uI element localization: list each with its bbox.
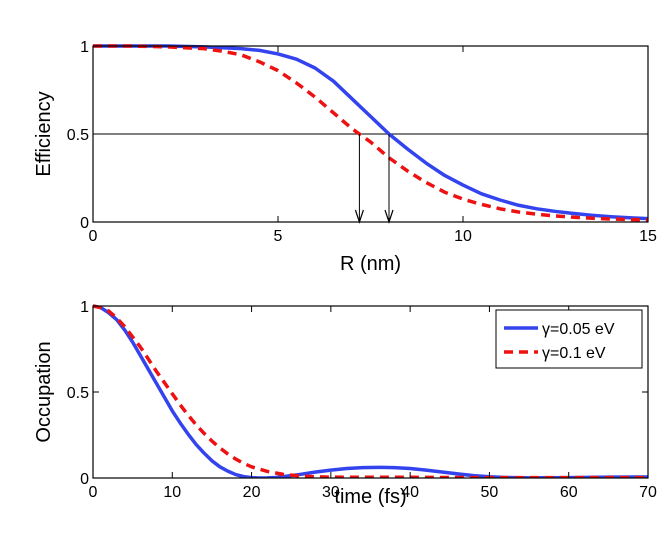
- x-tick-label: 70: [639, 484, 657, 501]
- y-tick-label: 0.5: [67, 127, 89, 144]
- x-tick-label: 40: [401, 484, 419, 501]
- x-tick-label: 60: [560, 484, 578, 501]
- x-axis-label: time (fs): [334, 486, 406, 508]
- series-line-1: [93, 44, 648, 221]
- x-tick-label: 0: [89, 228, 98, 245]
- x-tick-label: 10: [163, 484, 181, 501]
- y-tick-label: 0: [80, 471, 89, 488]
- y-tick-label: 0.5: [67, 385, 89, 402]
- legend-box: [495, 309, 643, 369]
- y-tick-label: 1: [80, 39, 89, 56]
- x-tick-label: 5: [274, 228, 283, 245]
- x-tick-label: 10: [454, 228, 472, 245]
- x-tick-label: 15: [639, 228, 657, 245]
- legend-label-1: γ=0.05 eV: [542, 321, 615, 338]
- x-tick-label: 20: [243, 484, 261, 501]
- legend: γ=0.05 eV γ=0.1 eV: [495, 309, 643, 369]
- y-axis-label: Occupation: [33, 341, 55, 442]
- occupation-chart: 0 10 20 30 40 50 60 70 0 0.5 1 time (fs) Occupation γ…: [33, 299, 657, 508]
- legend-label-2: γ=0.1 eV: [542, 345, 606, 362]
- x-tick-label: 30: [322, 484, 340, 501]
- series-line-2: [93, 304, 648, 478]
- efficiency-chart: 0 5 10 15 0 0.5 1 R (nm) Efficiency: [33, 39, 657, 275]
- x-tick-label: 50: [481, 484, 499, 501]
- x-tick-label: 0: [89, 484, 98, 501]
- y-axis-label: Efficiency: [33, 91, 55, 176]
- y-tick-label: 1: [80, 299, 89, 316]
- y-tick-label: 0: [80, 215, 89, 232]
- x-axis-label: R (nm): [340, 253, 401, 275]
